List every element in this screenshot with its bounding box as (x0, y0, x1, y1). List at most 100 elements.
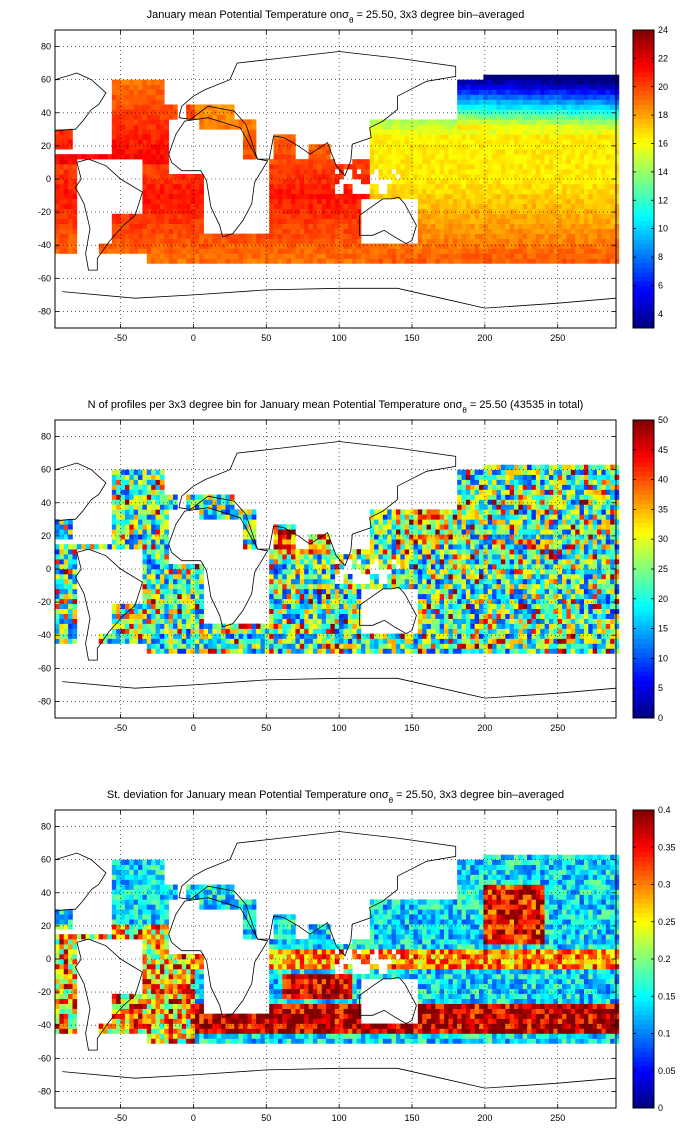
heatmap-cell (605, 233, 611, 239)
heatmap-cell (116, 154, 121, 160)
heatmap-cell (159, 544, 165, 550)
heatmap-cell (522, 169, 528, 175)
heatmap-cell (151, 179, 156, 185)
heatmap-cell (417, 519, 423, 525)
heatmap-cell (492, 114, 497, 120)
heatmap-cell (321, 578, 327, 585)
heatmap-cell (129, 223, 134, 229)
heatmap-cell (242, 648, 248, 654)
heatmap-cell (277, 243, 283, 249)
heatmap-cell (535, 134, 541, 140)
heatmap-cell (299, 638, 305, 644)
heatmap-cell (72, 603, 78, 610)
heatmap-cell (124, 223, 130, 229)
heatmap-cell (566, 119, 572, 125)
heatmap-cell (430, 554, 436, 560)
heatmap-cell (308, 258, 314, 264)
heatmap-cell (286, 164, 292, 170)
heatmap-cell (138, 519, 143, 525)
heatmap-cell (422, 539, 427, 545)
heatmap-cell (317, 258, 322, 264)
heatmap-cell (317, 573, 322, 580)
heatmap-cell (562, 139, 567, 145)
heatmap-cell (588, 183, 593, 190)
heatmap-cell (553, 223, 559, 229)
heatmap-cell (321, 608, 327, 614)
heatmap-cell (282, 544, 287, 550)
heatmap-cell (417, 258, 423, 264)
heatmap-cell (352, 588, 357, 595)
heatmap-cell (400, 549, 406, 555)
heatmap-cell (159, 549, 165, 555)
heatmap-cell (216, 119, 222, 125)
heatmap-cell (592, 89, 598, 95)
heatmap-cell (89, 544, 95, 550)
heatmap-cell (282, 154, 287, 160)
heatmap-cell (597, 124, 602, 130)
heatmap-cell (269, 218, 274, 224)
heatmap-cell (435, 179, 440, 185)
heatmap-cell (291, 588, 296, 595)
heatmap-cell (347, 248, 353, 254)
heatmap-cell (378, 564, 384, 570)
heatmap-cell (479, 198, 484, 205)
heatmap-cell (597, 238, 602, 244)
heatmap-cell (588, 243, 593, 249)
heatmap-cell (291, 213, 296, 220)
heatmap-cell (155, 208, 161, 215)
heatmap-cell (356, 554, 362, 560)
y-tick-label: -60 (38, 273, 51, 283)
heatmap-cell (242, 233, 248, 239)
heatmap-cell (142, 164, 148, 170)
colorbar-segment (633, 151, 654, 157)
heatmap-cell (321, 193, 327, 200)
heatmap-cell (531, 134, 537, 140)
heatmap-cell (321, 534, 327, 540)
heatmap-cell (326, 588, 331, 595)
heatmap-cell (395, 583, 401, 590)
heatmap-cell (308, 238, 314, 244)
heatmap-cell (260, 648, 266, 654)
heatmap-cell (269, 228, 274, 234)
colorbar-segment (633, 90, 654, 96)
heatmap-cell (111, 243, 117, 249)
heatmap-cell (448, 208, 454, 215)
heatmap-cell (426, 119, 432, 125)
heatmap-cell (361, 638, 366, 644)
heatmap-cell (321, 603, 327, 610)
heatmap-cell (540, 104, 545, 110)
heatmap-cell (570, 258, 576, 264)
heatmap-cell (531, 198, 537, 205)
heatmap-cell (138, 514, 143, 520)
heatmap-cell (221, 509, 226, 515)
heatmap-cell (116, 474, 121, 480)
heatmap-cell (570, 74, 576, 80)
heatmap-cell (492, 213, 497, 220)
heatmap-cell (291, 248, 296, 254)
heatmap-cell (522, 243, 528, 249)
heatmap-cell (387, 129, 392, 135)
heatmap-cell (181, 198, 187, 205)
heatmap-cell (155, 529, 161, 535)
heatmap-cell (557, 104, 563, 110)
heatmap-cell (465, 84, 471, 90)
heatmap-cell (221, 514, 226, 520)
heatmap-cell (369, 633, 375, 639)
heatmap-cell (575, 258, 580, 264)
heatmap-cell (435, 598, 440, 605)
heatmap-cell (417, 203, 423, 210)
heatmap-cell (146, 188, 152, 195)
heatmap-cell (570, 154, 576, 160)
heatmap-cell (286, 183, 292, 190)
heatmap-cell (151, 149, 156, 155)
heatmap-cell (124, 109, 130, 115)
heatmap-cell (522, 144, 528, 150)
heatmap-cell (72, 154, 78, 160)
heatmap-cell (334, 213, 340, 220)
heatmap-cell (483, 253, 489, 259)
heatmap-cell (142, 144, 148, 150)
heatmap-cell (597, 213, 602, 220)
heatmap-cell (465, 79, 471, 85)
heatmap-cell (190, 243, 196, 249)
heatmap-cell (470, 114, 475, 120)
